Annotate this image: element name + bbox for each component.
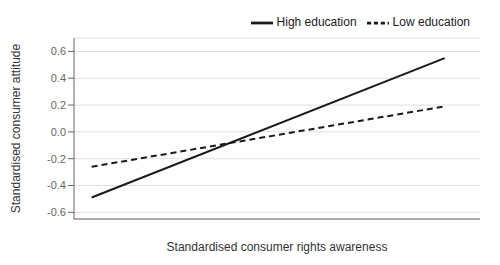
svg-text:Standardised consumer attitude: Standardised consumer attitude bbox=[9, 43, 23, 213]
svg-text:0.0: 0.0 bbox=[51, 126, 66, 138]
svg-text:0.4: 0.4 bbox=[51, 72, 66, 84]
html-text:High education: High education bbox=[276, 15, 357, 30]
svg-text:-0.6: -0.6 bbox=[47, 206, 66, 218]
svg-text:-0.4: -0.4 bbox=[47, 179, 66, 191]
svg-text:0.6: 0.6 bbox=[51, 45, 66, 57]
html-text:Low education: Low education bbox=[392, 15, 470, 30]
svg-text:-0.2: -0.2 bbox=[47, 153, 66, 165]
svg-text:Standardised consumer rights a: Standardised consumer rights awareness bbox=[167, 240, 388, 254]
svg-text:0.2: 0.2 bbox=[51, 99, 66, 111]
